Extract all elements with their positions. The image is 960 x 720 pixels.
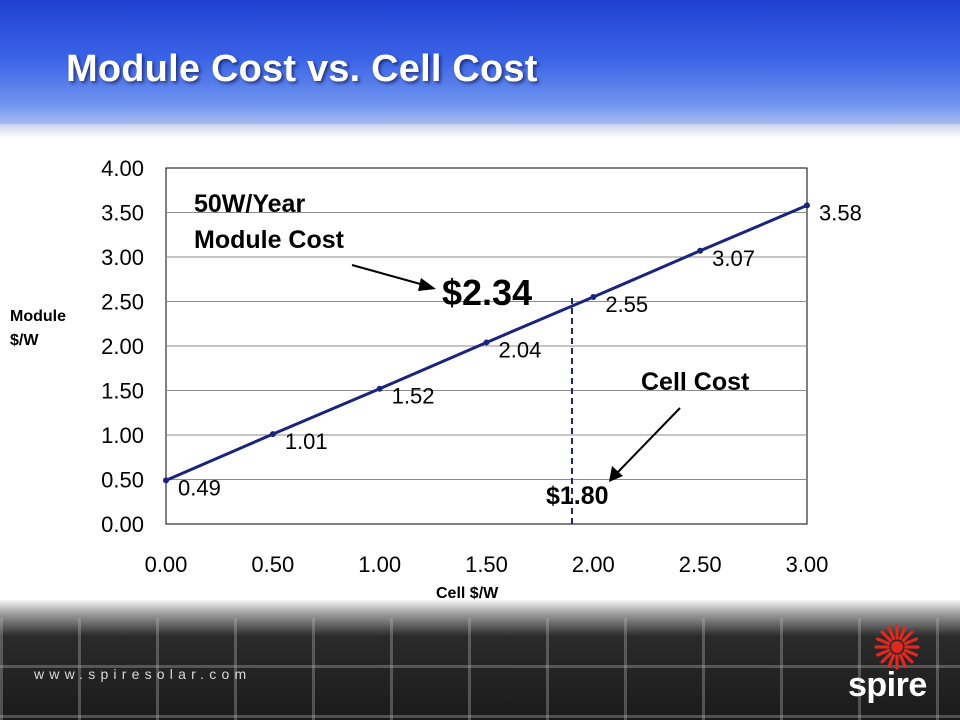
x-tick-label-4: 2.00 bbox=[572, 552, 615, 577]
data-point-6 bbox=[804, 202, 810, 209]
x-tick-label-5: 2.50 bbox=[679, 552, 722, 577]
module-cost-arrowhead bbox=[418, 278, 436, 291]
data-point-4 bbox=[590, 294, 597, 301]
y-tick-label-4: 2.00 bbox=[101, 334, 144, 359]
y-tick-label-1: 0.50 bbox=[101, 468, 144, 493]
x-tick-label-0: 0.00 bbox=[145, 552, 188, 577]
y-tick-label-0: 0.00 bbox=[101, 512, 144, 537]
y-axis-label-line1: Module bbox=[10, 308, 66, 325]
cell-cost-annotation: Cell Cost bbox=[641, 368, 750, 396]
series-module-cost bbox=[163, 202, 810, 484]
line-chart: 0.00 0.50 1.00 1.50 2.00 2.50 3.00 3.50 4.00 0.0… bbox=[101, 156, 862, 577]
y-tick-label-8: 4.00 bbox=[101, 156, 144, 181]
y-tick-label-7: 3.50 bbox=[101, 201, 144, 226]
slide-title: Module Cost vs. Cell Cost bbox=[66, 48, 538, 90]
y-tick-label-5: 2.50 bbox=[101, 290, 144, 315]
data-point-1 bbox=[269, 431, 276, 438]
data-point-5 bbox=[697, 247, 704, 254]
sun-ray bbox=[887, 653, 896, 669]
sun-ray bbox=[887, 625, 896, 641]
x-tick-label-1: 0.50 bbox=[251, 552, 294, 577]
data-label-0: 0.49 bbox=[178, 475, 221, 500]
sun-ray bbox=[901, 630, 914, 643]
y-axis-label-line2: $/W bbox=[10, 332, 39, 349]
spire-logo-text: spire bbox=[848, 666, 927, 704]
data-label-2: 1.52 bbox=[392, 384, 435, 409]
module-cost-line1: 50W/Year bbox=[194, 190, 306, 218]
x-tick-label-2: 1.00 bbox=[358, 552, 401, 577]
sun-ray bbox=[903, 637, 919, 646]
x-tick-label-3: 1.50 bbox=[465, 552, 508, 577]
x-axis-label: Cell $/W bbox=[436, 585, 499, 602]
cell-value-annotation: $1.80 bbox=[546, 482, 609, 510]
spire-logo-sun-icon bbox=[874, 624, 920, 670]
module-cost-annotation: 50W/Year Module Cost bbox=[194, 186, 344, 258]
slide-header bbox=[0, 0, 960, 130]
module-cost-line2: Module Cost bbox=[194, 226, 344, 254]
y-tick-label-3: 1.50 bbox=[101, 379, 144, 404]
sun-ray bbox=[898, 625, 907, 641]
sun-ray bbox=[880, 651, 893, 664]
x-tick-labels: 0.00 0.50 1.00 1.50 2.00 2.50 3.00 bbox=[145, 552, 829, 577]
data-label-1: 1.01 bbox=[285, 429, 328, 454]
module-value-annotation: $2.34 bbox=[442, 272, 533, 313]
data-point-3 bbox=[483, 339, 490, 346]
sun-ray bbox=[903, 648, 919, 657]
data-label-4: 2.55 bbox=[605, 292, 648, 317]
module-cost-arrow-line bbox=[351, 264, 425, 286]
sun-ray bbox=[875, 648, 891, 657]
y-axis-label: Module $/W bbox=[10, 305, 66, 353]
data-label-5: 3.07 bbox=[712, 246, 755, 271]
data-point-0 bbox=[163, 477, 169, 484]
sun-ray bbox=[875, 637, 891, 646]
cell-cost-arrowhead bbox=[609, 466, 623, 482]
data-labels: 0.49 1.01 1.52 2.04 2.55 3.07 3.58 bbox=[178, 200, 862, 500]
sun-ray bbox=[898, 653, 907, 669]
footer-solar-panel: www.spiresolar.com bbox=[0, 600, 960, 720]
header-fade bbox=[0, 124, 960, 138]
y-tick-label-2: 1.00 bbox=[101, 423, 144, 448]
x-tick-label-6: 3.00 bbox=[786, 552, 829, 577]
cell-cost-arrow-line bbox=[617, 407, 681, 473]
y-tick-label-6: 3.00 bbox=[101, 245, 144, 270]
data-point-2 bbox=[376, 385, 383, 392]
sun-ray bbox=[901, 651, 914, 664]
sun-ray bbox=[880, 630, 893, 643]
annotation-arrows bbox=[351, 264, 681, 482]
data-label-6: 3.58 bbox=[819, 200, 862, 225]
solar-panel-pattern bbox=[0, 618, 960, 720]
footer-url: www.spiresolar.com bbox=[34, 666, 252, 682]
data-label-3: 2.04 bbox=[499, 337, 542, 362]
y-tick-labels: 0.00 0.50 1.00 1.50 2.00 2.50 3.00 3.50 4.00 bbox=[101, 156, 144, 537]
